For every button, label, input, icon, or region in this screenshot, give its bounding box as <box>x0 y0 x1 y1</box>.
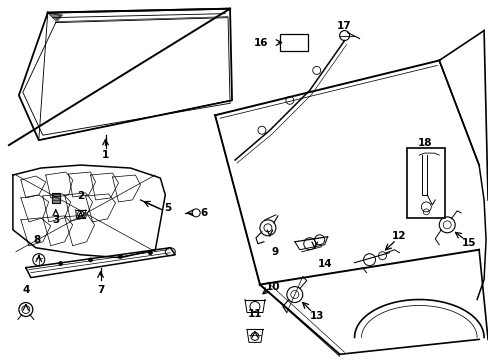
Text: 9: 9 <box>271 247 279 257</box>
Bar <box>407 148 444 218</box>
Text: 2: 2 <box>77 191 84 201</box>
Text: 5: 5 <box>164 203 172 213</box>
Bar <box>279 33 307 51</box>
Text: 12: 12 <box>391 231 406 241</box>
Text: 15: 15 <box>461 238 475 248</box>
Text: 10: 10 <box>265 282 280 292</box>
Text: 11: 11 <box>247 310 262 319</box>
Text: 1: 1 <box>102 150 109 160</box>
Text: 18: 18 <box>416 138 431 148</box>
Text: 8: 8 <box>33 235 41 245</box>
Polygon shape <box>52 193 60 203</box>
Text: 6: 6 <box>200 208 207 218</box>
Circle shape <box>88 258 92 262</box>
Circle shape <box>118 254 122 258</box>
Text: 3: 3 <box>52 215 59 225</box>
Text: 14: 14 <box>317 259 332 269</box>
Polygon shape <box>48 13 62 21</box>
Text: 16: 16 <box>253 37 267 48</box>
Text: 13: 13 <box>309 311 324 321</box>
Circle shape <box>148 251 152 255</box>
Text: 4: 4 <box>22 284 29 294</box>
Text: 17: 17 <box>337 21 351 31</box>
Circle shape <box>59 261 62 265</box>
Text: 7: 7 <box>97 284 104 294</box>
